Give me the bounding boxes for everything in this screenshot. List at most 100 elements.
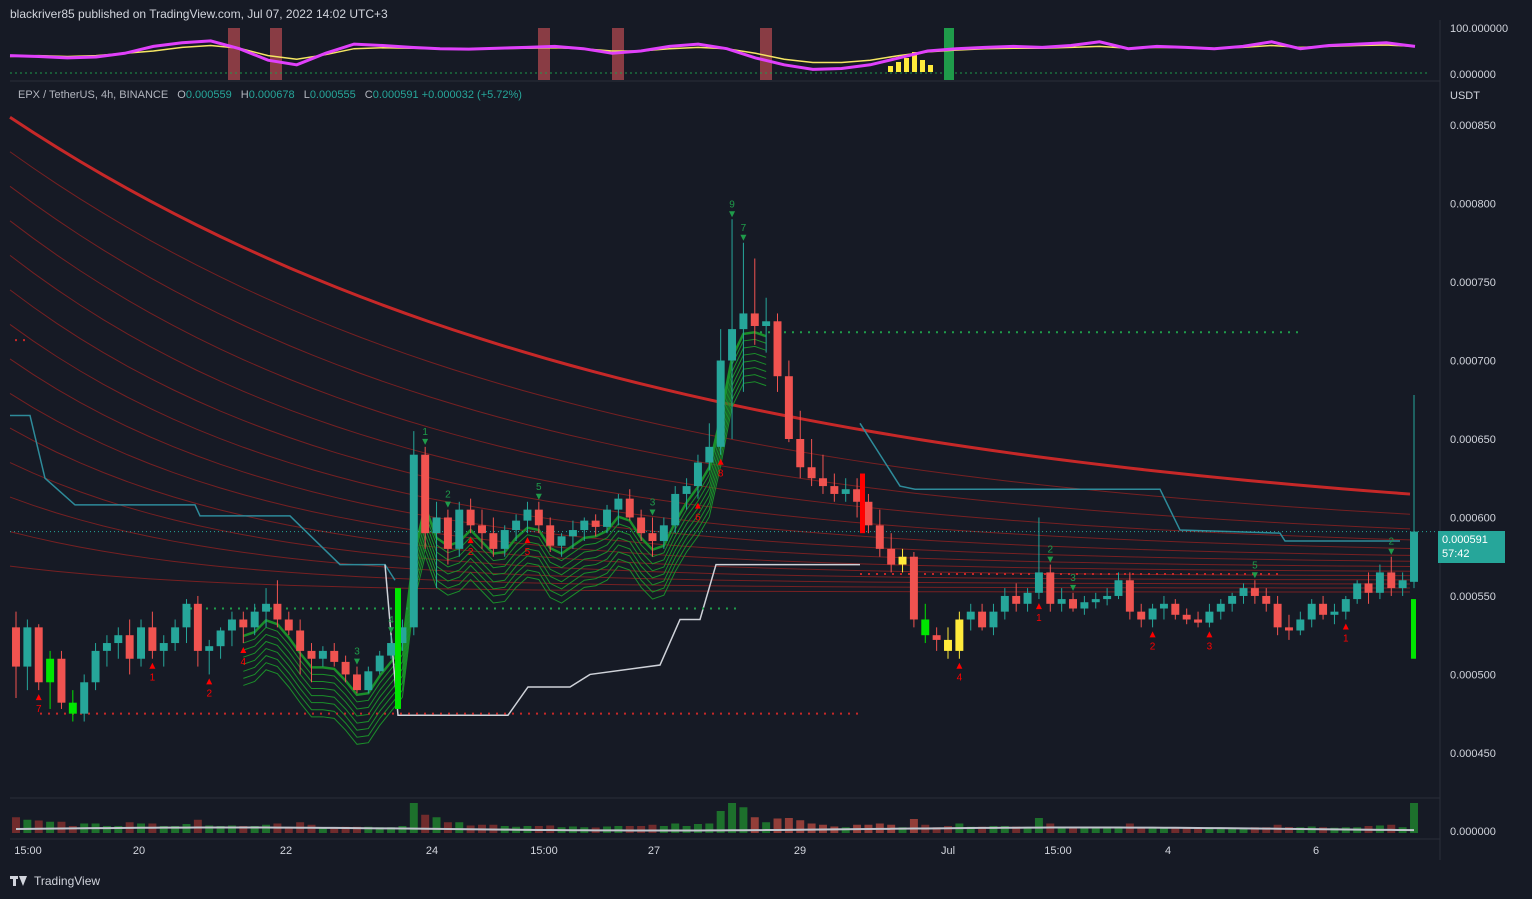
volume-bar xyxy=(1012,826,1021,833)
candle-body xyxy=(1330,611,1339,615)
sell-setup-marker xyxy=(1149,631,1156,638)
sell-setup-marker xyxy=(240,647,247,654)
volume-bar xyxy=(68,826,77,833)
candle-body xyxy=(409,454,418,628)
buy-setup-marker xyxy=(444,501,451,508)
setup-count-label: 3 xyxy=(354,647,360,658)
candle-body xyxy=(341,661,350,675)
volume-bar xyxy=(455,822,464,833)
ribbon-ma-line xyxy=(9,565,1411,593)
candle-body xyxy=(1250,588,1259,596)
setup-count-label: 1 xyxy=(1343,634,1349,645)
candle-body xyxy=(1012,595,1021,604)
candle-body xyxy=(546,525,555,546)
volume-bar xyxy=(978,826,987,833)
candle-body xyxy=(750,313,759,326)
candle-body xyxy=(1398,580,1407,589)
candle-body xyxy=(648,533,657,542)
price-tick-label: 0.000850 xyxy=(1450,120,1496,132)
volume-bar xyxy=(205,825,214,833)
candle-body xyxy=(193,603,202,651)
buy-setup-marker xyxy=(649,509,656,516)
candle-body xyxy=(932,635,941,640)
oscillator-pane xyxy=(9,28,1430,80)
volume-bar xyxy=(705,823,714,833)
ribbon-ma-line xyxy=(9,151,1411,515)
volume-bar xyxy=(262,824,271,833)
candle-body xyxy=(944,639,952,651)
candle-body xyxy=(671,493,680,526)
candle-body xyxy=(1307,603,1316,620)
sell-setup-marker xyxy=(1035,603,1042,610)
oscillator-histogram-bar xyxy=(888,66,893,72)
price-tick-label: 0.000550 xyxy=(1450,591,1496,603)
volume-bar xyxy=(807,823,816,833)
candle-body xyxy=(1000,595,1009,612)
candle-body xyxy=(330,650,339,662)
volume-bar xyxy=(387,827,396,833)
candle-body xyxy=(1103,595,1112,600)
sell-setup-marker xyxy=(694,502,701,509)
open-value: 0.000559 xyxy=(185,89,232,101)
volume-bar xyxy=(762,822,771,833)
sell-setup-marker xyxy=(1342,623,1349,630)
setup-count-label: 3 xyxy=(1207,641,1213,652)
volume-ma-line xyxy=(15,826,1415,832)
candle-body xyxy=(273,603,282,620)
candle-body xyxy=(762,321,771,326)
volume-bar xyxy=(46,821,55,833)
price-tick-label: 0.000500 xyxy=(1450,669,1496,681)
oscillator-tick-label: 100.000000 xyxy=(1450,23,1508,35)
setup-count-label: 2 xyxy=(1048,545,1054,556)
candle-body xyxy=(557,536,566,546)
candle-body xyxy=(989,611,998,628)
time-tick-label: 22 xyxy=(280,845,292,857)
volume-bar xyxy=(352,826,361,833)
volume-bar xyxy=(1228,828,1237,833)
publisher-header: blackriver85 published on TradingView.co… xyxy=(10,7,388,21)
candle-body xyxy=(466,509,475,526)
candle-body xyxy=(91,650,100,683)
candle-body xyxy=(68,702,77,714)
setup-count-label: 2 xyxy=(1388,537,1394,548)
setup-count-label: 6 xyxy=(695,513,701,524)
candle-body xyxy=(1125,580,1134,612)
oscillator-signal-bar xyxy=(270,28,282,80)
axes: 0.000850 0.000800 0.000750 0.000700 0.000650… xyxy=(10,20,1508,860)
ribbon-ma-line xyxy=(9,324,1411,562)
setup-count-label: 8 xyxy=(718,469,724,480)
sell-setup-marker xyxy=(717,458,724,465)
price-pane: 7 1 2 4 2 5 6 8 4 1 2 3 1 3 4 1 2 5 3 9 7 2 3 5 2 xyxy=(9,115,1438,745)
candle-body xyxy=(1046,572,1055,604)
sell-setup-marker xyxy=(149,662,156,669)
setup-count-label: 4 xyxy=(957,673,963,684)
candle-body xyxy=(1273,603,1282,628)
price-tick-label: 0.000450 xyxy=(1450,748,1496,760)
candle-body xyxy=(352,674,361,691)
close-value: 0.000591 xyxy=(372,89,419,101)
ribbon-green-line xyxy=(243,345,767,710)
volume-bar xyxy=(102,826,111,833)
volume-bar xyxy=(1205,827,1214,833)
volume-bar xyxy=(1284,827,1293,833)
candle-body xyxy=(523,509,532,521)
volume-bar xyxy=(693,824,702,833)
volume-bar xyxy=(12,817,20,833)
volume-bar xyxy=(1239,827,1248,833)
brand-footer[interactable]: TradingView xyxy=(10,874,100,888)
candle-body xyxy=(1353,583,1362,600)
candle-body xyxy=(1034,572,1043,593)
setup-count-label: 3 xyxy=(1070,573,1076,584)
candle-body xyxy=(1375,572,1384,593)
volume-bar xyxy=(648,824,657,833)
volume-bar xyxy=(966,826,975,833)
volume-bar xyxy=(239,826,248,833)
volume-bar xyxy=(784,818,793,833)
volume-bar xyxy=(364,826,373,833)
candle-body xyxy=(1159,603,1168,609)
setup-count-label: 4 xyxy=(388,615,394,626)
candle-body xyxy=(114,635,123,644)
volume-bar xyxy=(773,818,782,833)
symbol-name[interactable]: EPX / TetherUS, 4h, BINANCE xyxy=(18,89,169,101)
